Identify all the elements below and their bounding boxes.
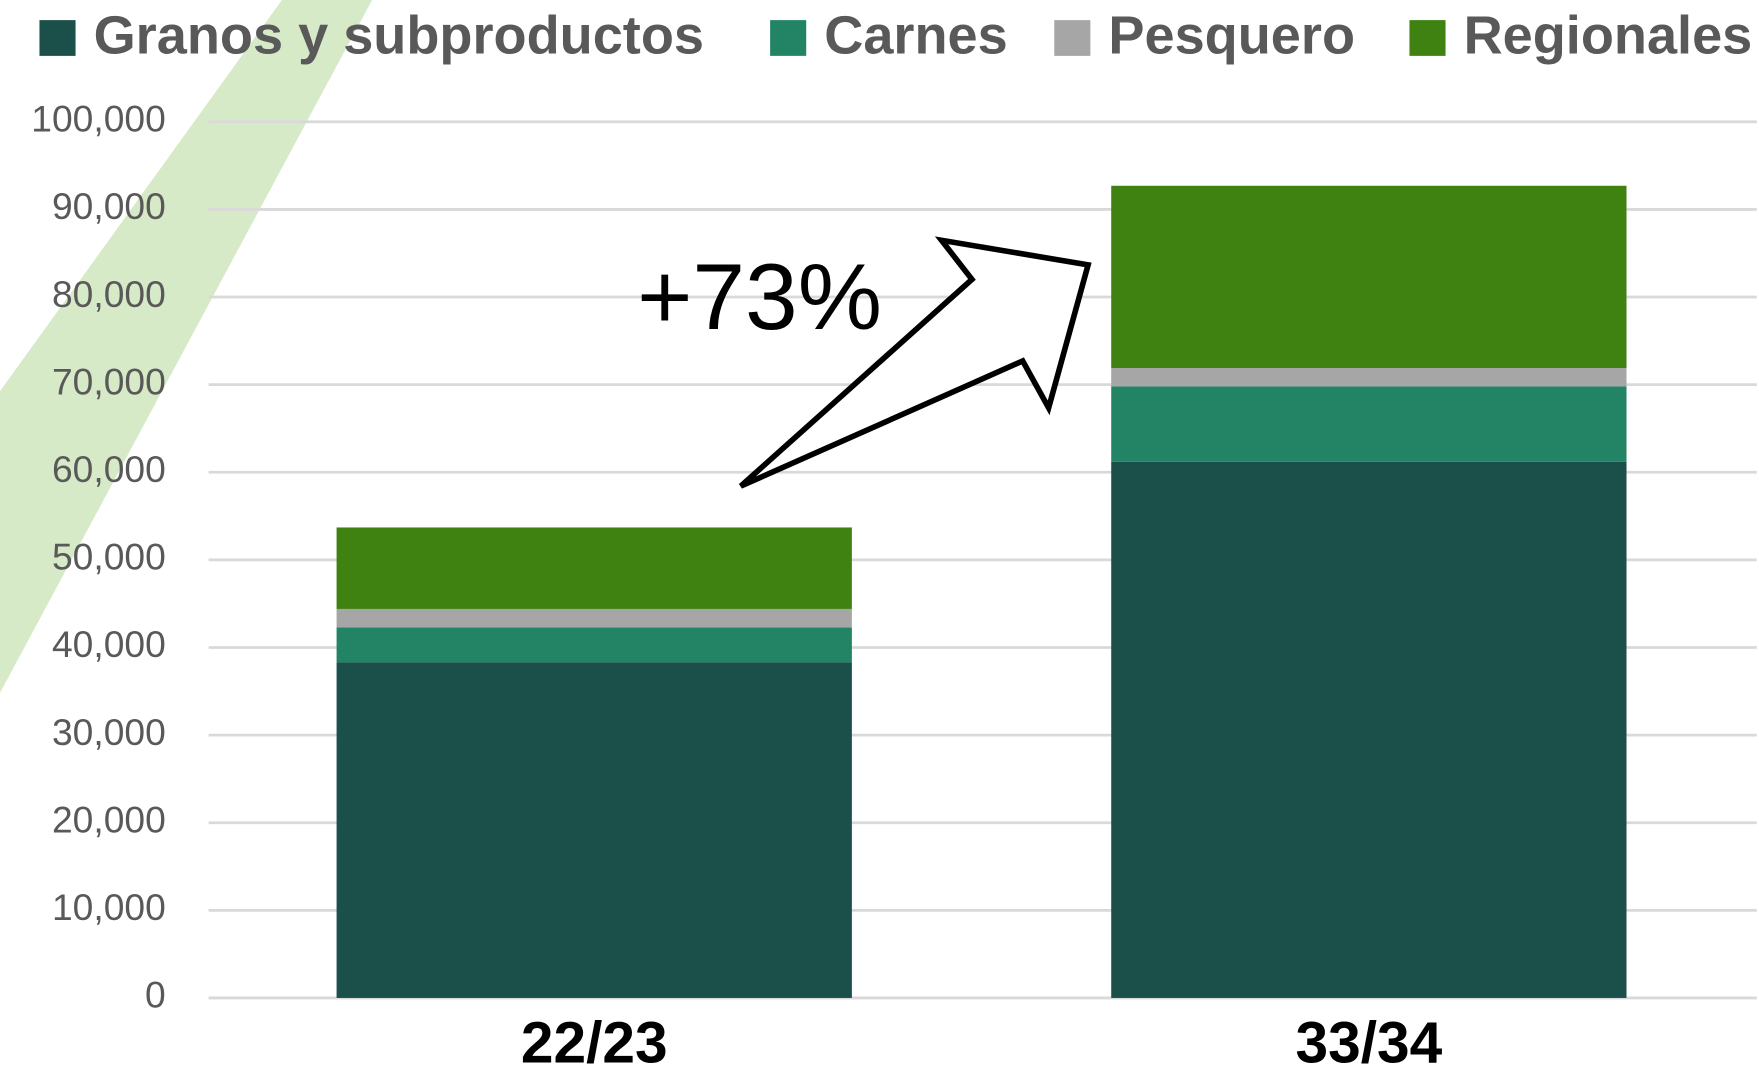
y-tick-label: 30,000 bbox=[52, 711, 166, 753]
legend-label: Regionales bbox=[1464, 5, 1753, 65]
x-tick-label: 22/23 bbox=[521, 1011, 668, 1076]
bar-segment bbox=[336, 662, 852, 998]
legend-swatch bbox=[1409, 20, 1446, 56]
y-tick-label: 90,000 bbox=[52, 185, 166, 227]
x-tick-label: 33/34 bbox=[1296, 1011, 1443, 1076]
y-tick-label: 10,000 bbox=[52, 886, 166, 928]
bar-segment bbox=[1111, 368, 1627, 387]
arrow bbox=[738, 236, 1092, 489]
y-tick-label: 20,000 bbox=[52, 799, 166, 841]
legend-swatch bbox=[770, 20, 807, 56]
y-tick-label: 40,000 bbox=[52, 623, 166, 665]
legend-swatch bbox=[1054, 20, 1091, 56]
bar-segment bbox=[1111, 461, 1627, 998]
bar-segment bbox=[336, 527, 852, 609]
bar-segment bbox=[336, 608, 852, 628]
bar-segment bbox=[1111, 386, 1627, 462]
decor-band bbox=[0, 0, 373, 693]
y-tick-label: 60,000 bbox=[52, 448, 166, 490]
bar-segment bbox=[336, 627, 852, 663]
bar-segment bbox=[1111, 185, 1627, 369]
plot: 0 10,000 20,000 30,000 40,000 50,000 60,000 70,… bbox=[31, 5, 1757, 1076]
legend-label: Granos y subproductos bbox=[94, 5, 704, 65]
y-tick-label: 70,000 bbox=[52, 361, 166, 403]
y-tick-label: 0 bbox=[145, 974, 166, 1016]
legend-label: Pesquero bbox=[1108, 5, 1355, 65]
y-tick-label: 80,000 bbox=[52, 273, 166, 315]
annotation: +73% bbox=[637, 244, 882, 349]
legend-label: Carnes bbox=[824, 5, 1007, 65]
y-tick-label: 50,000 bbox=[52, 536, 166, 578]
legend-swatch bbox=[39, 20, 76, 56]
y-tick-label: 100,000 bbox=[31, 98, 165, 140]
